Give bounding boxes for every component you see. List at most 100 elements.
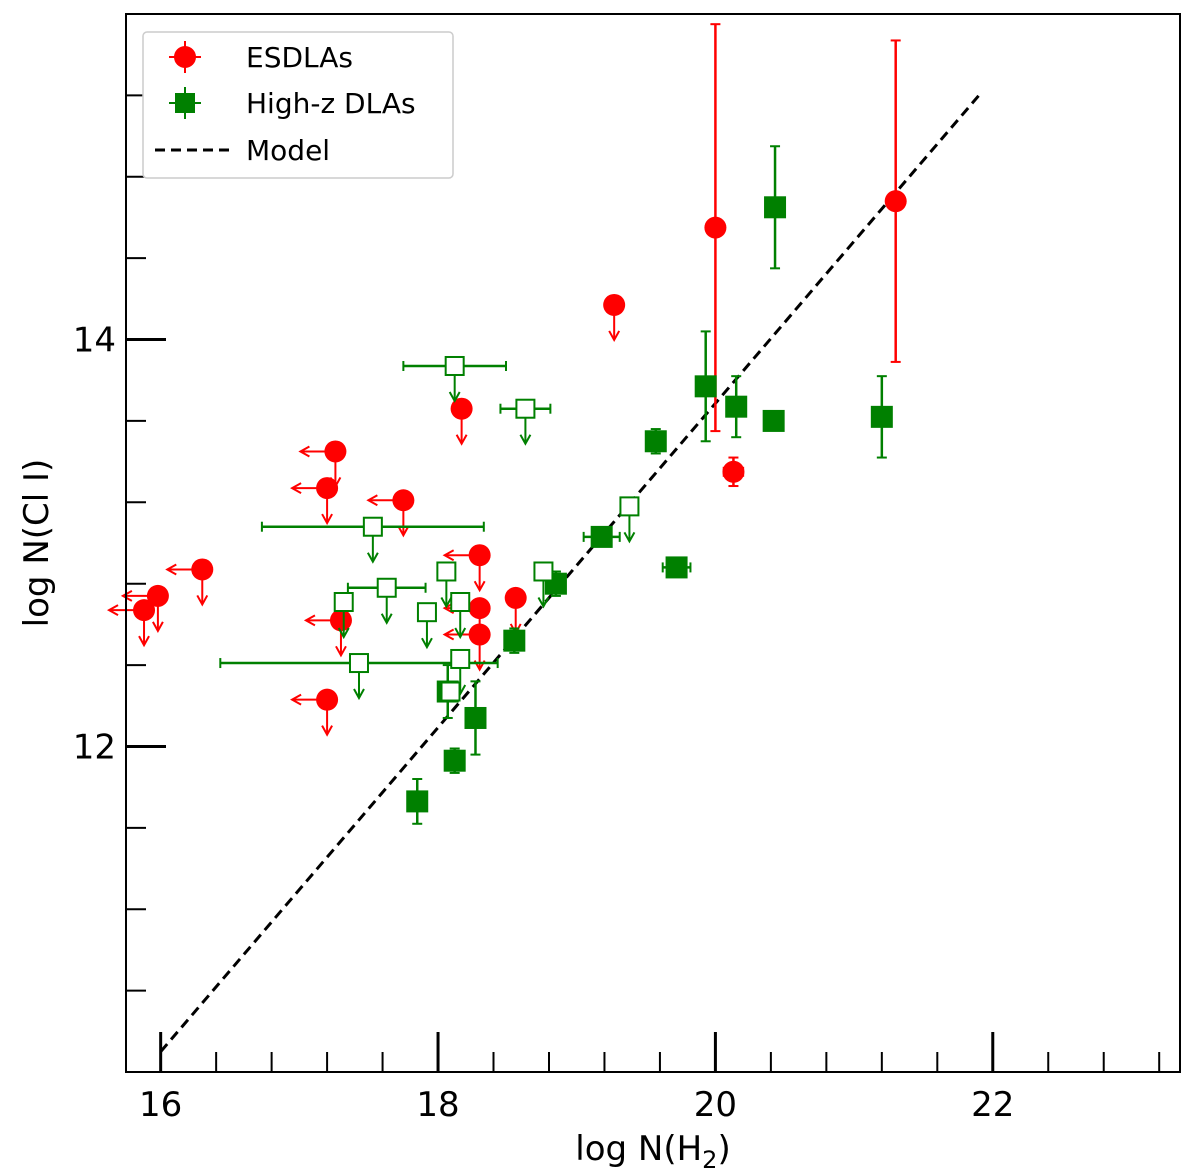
x-tick-label: 16 bbox=[139, 1085, 182, 1125]
point-marker-open-square bbox=[436, 561, 457, 582]
data-point bbox=[644, 428, 667, 455]
upper-limit-arrowhead bbox=[335, 645, 347, 658]
upper-limit-arrowhead bbox=[537, 596, 550, 609]
upper-limit-arrowhead bbox=[366, 552, 379, 564]
point-marker-circle bbox=[316, 477, 339, 500]
point-marker-square bbox=[464, 706, 487, 729]
x-limit-arrowhead bbox=[298, 445, 310, 458]
data-point bbox=[499, 398, 552, 446]
model-line bbox=[159, 94, 981, 1053]
upper-limit-arrowhead bbox=[321, 513, 333, 526]
point-marker-circle bbox=[146, 584, 169, 607]
upper-limit-arrowhead bbox=[196, 594, 209, 607]
point-marker-square bbox=[762, 409, 785, 432]
legend-box bbox=[142, 31, 454, 179]
data-point bbox=[582, 525, 621, 548]
point-marker-circle bbox=[133, 599, 156, 622]
plot-frame bbox=[125, 13, 1181, 1073]
point-marker-square bbox=[590, 525, 613, 548]
point-marker-circle bbox=[468, 623, 491, 646]
point-marker-square bbox=[644, 430, 667, 453]
point-marker-square bbox=[665, 556, 688, 579]
x-limit-arrowhead bbox=[442, 549, 455, 562]
point-marker-square bbox=[406, 790, 429, 813]
x-limit-arrowhead bbox=[106, 604, 119, 617]
y-tick-label: 14 bbox=[73, 321, 116, 361]
data-point bbox=[722, 456, 745, 488]
point-marker-open-square bbox=[440, 681, 461, 702]
upper-limit-arrowhead bbox=[440, 596, 453, 609]
data-point bbox=[504, 586, 527, 635]
legend-label: High-z DLAs bbox=[246, 87, 416, 120]
data-point bbox=[450, 397, 473, 446]
upper-limit-arrowhead bbox=[380, 613, 393, 625]
point-marker-circle bbox=[468, 544, 491, 567]
point-marker-circle bbox=[450, 397, 473, 420]
data-point bbox=[303, 609, 352, 658]
point-marker-circle bbox=[316, 688, 339, 711]
upper-limit-arrowhead bbox=[421, 637, 433, 650]
point-marker-open-square bbox=[533, 561, 554, 582]
x-axis-label: log N(H2) bbox=[575, 1129, 730, 1174]
point-marker-open-square bbox=[362, 516, 383, 537]
series-high-z-dlas bbox=[219, 145, 893, 825]
point-marker-square bbox=[503, 629, 526, 652]
legend-entry: ESDLAs bbox=[169, 41, 353, 74]
point-marker-square bbox=[764, 196, 787, 219]
data-point bbox=[290, 688, 339, 737]
point-marker-circle bbox=[468, 597, 491, 620]
point-marker-circle bbox=[722, 460, 745, 483]
data-point bbox=[442, 544, 491, 593]
data-point bbox=[260, 516, 485, 564]
legend-entry: High-z DLAs bbox=[169, 87, 416, 120]
x-limit-arrowhead bbox=[120, 590, 133, 602]
data-points-layer bbox=[106, 23, 907, 825]
upper-limit-arrowhead bbox=[138, 635, 150, 648]
data-point bbox=[764, 145, 787, 270]
model-line-layer bbox=[159, 94, 981, 1053]
data-point bbox=[333, 592, 354, 640]
upper-limit-arrowhead bbox=[152, 621, 164, 633]
data-point bbox=[106, 599, 156, 648]
x-limit-arrowhead bbox=[303, 614, 316, 627]
point-marker-square bbox=[725, 395, 748, 418]
point-marker-open-square bbox=[348, 653, 369, 674]
point-marker-circle bbox=[392, 489, 415, 512]
point-marker-circle bbox=[329, 609, 352, 632]
y-tick-label: 12 bbox=[73, 727, 116, 767]
point-marker-circle bbox=[324, 440, 347, 463]
upper-limit-arrowhead bbox=[397, 525, 410, 538]
point-marker-circle bbox=[504, 586, 527, 609]
data-point bbox=[290, 477, 339, 526]
data-point bbox=[443, 747, 466, 774]
point-marker-square bbox=[694, 375, 717, 398]
data-point bbox=[346, 577, 427, 625]
data-point bbox=[661, 556, 692, 579]
data-point bbox=[120, 584, 169, 633]
upper-limit-arrowhead bbox=[353, 688, 365, 701]
x-tick-label: 22 bbox=[971, 1085, 1014, 1125]
point-marker-circle bbox=[603, 293, 626, 316]
data-point bbox=[884, 39, 907, 363]
legend: ESDLAs High-z DLAs Model bbox=[142, 31, 454, 179]
upper-limit-arrowhead bbox=[448, 391, 461, 404]
axis-ticks: 16 18 20 22 12 14 bbox=[73, 13, 1161, 1125]
point-marker-open-square bbox=[450, 648, 471, 669]
data-point bbox=[725, 375, 748, 439]
data-point bbox=[464, 680, 487, 756]
point-marker-open-square bbox=[416, 602, 437, 623]
x-axis-label-main: log N(H bbox=[575, 1129, 702, 1169]
upper-limit-arrowhead bbox=[608, 330, 621, 343]
x-limit-arrowhead bbox=[290, 482, 302, 494]
point-marker-open-square bbox=[376, 577, 397, 598]
x-limit-arrowhead bbox=[442, 628, 455, 641]
point-marker-open-square bbox=[444, 355, 465, 376]
point-marker-open-square bbox=[333, 592, 354, 613]
data-point bbox=[694, 330, 717, 443]
data-point bbox=[165, 558, 214, 607]
upper-limit-arrowhead bbox=[623, 531, 636, 544]
y-axis-label: log N(Cl I) bbox=[17, 459, 57, 628]
point-marker-square bbox=[870, 405, 893, 428]
data-point bbox=[416, 602, 437, 650]
